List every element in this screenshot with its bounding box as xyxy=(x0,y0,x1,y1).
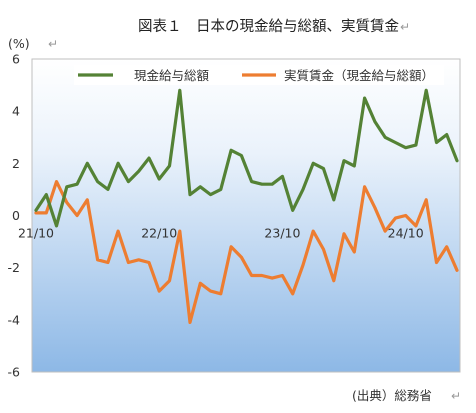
legend-label-nominal-wages: 現金給与総額 xyxy=(134,68,210,83)
chart-title: 図表１ 日本の現金給与総額、実質賃金 xyxy=(138,17,399,35)
y-tick-label: 0 xyxy=(12,208,20,223)
legend-label-real-wages: 実質賃金（現金給与総額） xyxy=(284,68,434,83)
x-tick-label: 24/10 xyxy=(388,226,424,241)
x-tick-label: 23/10 xyxy=(264,226,300,241)
y-tick-label: 6 xyxy=(12,52,20,67)
x-tick-label: 21/10 xyxy=(18,226,54,241)
y-axis: -6 -4 -2 0 2 4 6 xyxy=(8,52,21,380)
plot-area xyxy=(31,58,461,373)
y-tick-label: 2 xyxy=(12,156,20,171)
return-mark: ↵ xyxy=(48,37,58,51)
return-mark: ↵ xyxy=(451,389,461,403)
series-lines xyxy=(34,88,459,324)
series-line-real-wages xyxy=(34,180,459,324)
y-tick-label: -4 xyxy=(8,312,21,327)
y-tick-label: -2 xyxy=(8,260,20,275)
series-line-nominal-wages xyxy=(34,88,459,228)
y-tick-label: 4 xyxy=(12,104,20,119)
source-note: (出典）総務省 xyxy=(352,388,432,403)
unit-label: (%) xyxy=(8,36,30,51)
x-tick-label: 22/10 xyxy=(141,226,177,241)
return-mark: ↵ xyxy=(400,20,410,34)
x-axis: 21/10 22/10 23/10 24/10 xyxy=(18,226,424,241)
y-tick-label: -6 xyxy=(8,365,21,380)
